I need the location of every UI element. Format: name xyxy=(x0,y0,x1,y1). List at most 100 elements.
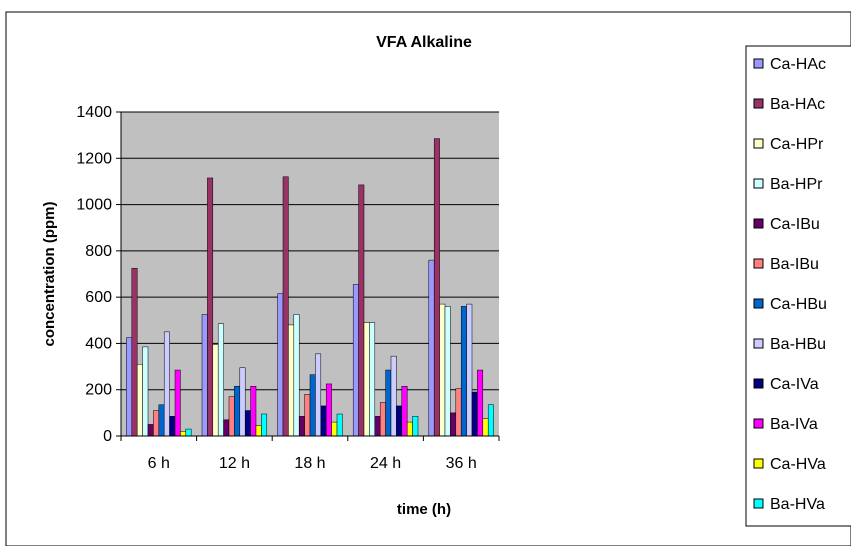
y-tick-label: 1200 xyxy=(76,150,112,167)
x-axis-label: time (h) xyxy=(397,501,451,518)
bar-ba-hac-18h xyxy=(282,176,289,437)
bar-ca-hva-12h xyxy=(255,425,262,437)
bar-ba-hva-12h xyxy=(261,413,268,437)
legend-label: Ba-IVa xyxy=(770,416,818,433)
legend-swatch xyxy=(753,418,764,429)
chart-title: VFA Alkaline xyxy=(376,34,472,51)
bar-ca-ibu-24h xyxy=(374,416,381,437)
bar-ca-ibu-36h xyxy=(450,412,457,437)
bar-ba-hpr-36h xyxy=(444,306,451,437)
bar-ca-hbu-18h xyxy=(309,374,316,437)
x-tick-label: 12 h xyxy=(219,455,250,472)
bar-ba-ibu-12h xyxy=(228,396,235,437)
bar-ca-hac-6h xyxy=(126,337,133,437)
bar-ba-hbu-18h xyxy=(315,353,322,437)
bar-ca-hbu-36h xyxy=(460,306,467,437)
bar-ba-hbu-36h xyxy=(466,303,473,437)
bar-ba-hpr-6h xyxy=(142,346,149,437)
legend-label: Ba-HPr xyxy=(770,176,823,193)
bar-ba-hac-36h xyxy=(433,138,440,437)
legend-swatch xyxy=(753,498,764,509)
y-axis-label: concentration (ppm) xyxy=(41,201,58,346)
y-tick-label: 400 xyxy=(85,335,112,352)
legend-swatch xyxy=(753,298,764,309)
bar-ca-ibu-12h xyxy=(223,419,230,437)
bar-ba-hac-6h xyxy=(131,267,138,437)
bar-ba-ibu-36h xyxy=(455,388,462,437)
bar-ca-hac-18h xyxy=(277,293,284,437)
bar-ca-hbu-12h xyxy=(234,385,241,437)
bar-ba-hva-24h xyxy=(412,416,419,437)
bar-ba-iva-24h xyxy=(401,385,408,437)
bar-ca-hva-36h xyxy=(482,418,489,437)
bar-ca-iva-6h xyxy=(169,416,176,437)
bar-ba-ibu-24h xyxy=(379,402,386,437)
legend xyxy=(745,45,851,527)
legend-swatch xyxy=(753,458,764,469)
legend-swatch xyxy=(753,378,764,389)
legend-label: Ba-IBu xyxy=(770,256,819,273)
bar-ca-iva-36h xyxy=(471,391,478,437)
bar-ca-iva-18h xyxy=(320,405,327,437)
legend-swatch xyxy=(753,98,764,109)
bar-ba-hpr-24h xyxy=(369,322,376,437)
y-tick-labels: 0 200 400 600 800 1000 1200 1400 xyxy=(76,104,112,445)
legend-label: Ca-HAc xyxy=(770,56,826,73)
x-tick-label: 36 h xyxy=(446,455,477,472)
bar-ca-hpr-24h xyxy=(363,322,370,437)
bar-ba-hva-6h xyxy=(185,428,192,437)
bar-ca-hpr-18h xyxy=(288,324,295,437)
legend-label: Ca-IBu xyxy=(770,216,820,233)
bar-ca-hva-6h xyxy=(180,431,187,437)
bar-ca-iva-12h xyxy=(244,410,251,437)
legend-swatch xyxy=(753,258,764,269)
legend-swatch xyxy=(753,138,764,149)
bar-ba-ibu-6h xyxy=(153,410,160,437)
bar-ba-iva-6h xyxy=(174,369,181,437)
bar-ba-hbu-24h xyxy=(390,355,397,437)
bar-ca-hac-12h xyxy=(201,314,208,437)
bar-ca-hbu-24h xyxy=(385,369,392,437)
bar-ca-hbu-6h xyxy=(158,404,165,437)
bar-ca-hac-36h xyxy=(428,259,435,437)
bar-ba-hpr-18h xyxy=(293,314,300,437)
bar-ca-ibu-18h xyxy=(298,416,305,437)
legend-swatch xyxy=(753,218,764,229)
x-tick-label: 18 h xyxy=(294,455,325,472)
bar-ba-hpr-12h xyxy=(217,323,224,437)
bar-ba-hva-36h xyxy=(487,404,494,437)
bar-ca-iva-24h xyxy=(396,405,403,437)
bar-ca-hva-18h xyxy=(331,421,338,437)
y-tick-label: 0 xyxy=(103,428,112,445)
legend-label: Ba-HAc xyxy=(770,96,825,113)
bar-ca-hva-24h xyxy=(406,421,413,437)
bar-ca-hac-24h xyxy=(352,284,359,437)
bar-ba-hva-18h xyxy=(336,413,343,437)
bar-ba-hac-24h xyxy=(358,184,365,437)
legend-label: Ba-HBu xyxy=(770,336,826,353)
y-tick-label: 800 xyxy=(85,243,112,260)
bar-ba-iva-36h xyxy=(477,369,484,437)
bar-ba-hbu-6h xyxy=(163,331,170,437)
bar-ca-hpr-6h xyxy=(136,364,143,437)
x-tick-label: 6 h xyxy=(148,455,170,472)
legend-items: Ca-HAc Ba-HAc Ca-HPr Ba-HPr Ca-IBu Ba-IBu Ca-H… xyxy=(753,56,827,513)
bar-ba-iva-18h xyxy=(325,383,332,437)
legend-swatch xyxy=(753,178,764,189)
x-tick-label: 24 h xyxy=(370,455,401,472)
bar-ba-ibu-18h xyxy=(304,394,311,437)
bars xyxy=(126,138,494,437)
legend-label: Ca-HPr xyxy=(770,136,824,153)
y-tick-label: 1000 xyxy=(76,197,112,214)
legend-label: Ca-HBu xyxy=(770,296,827,313)
legend-label: Ca-IVa xyxy=(770,376,819,393)
bar-ba-hac-12h xyxy=(207,177,214,437)
axes xyxy=(120,112,500,441)
bar-ba-hbu-12h xyxy=(239,367,246,437)
y-tick-label: 600 xyxy=(85,289,112,306)
y-tick-label: 200 xyxy=(85,382,112,399)
x-tick-labels: 6 h 12 h 18 h 24 h 36 h xyxy=(148,455,477,472)
bar-ca-ibu-6h xyxy=(147,424,154,437)
